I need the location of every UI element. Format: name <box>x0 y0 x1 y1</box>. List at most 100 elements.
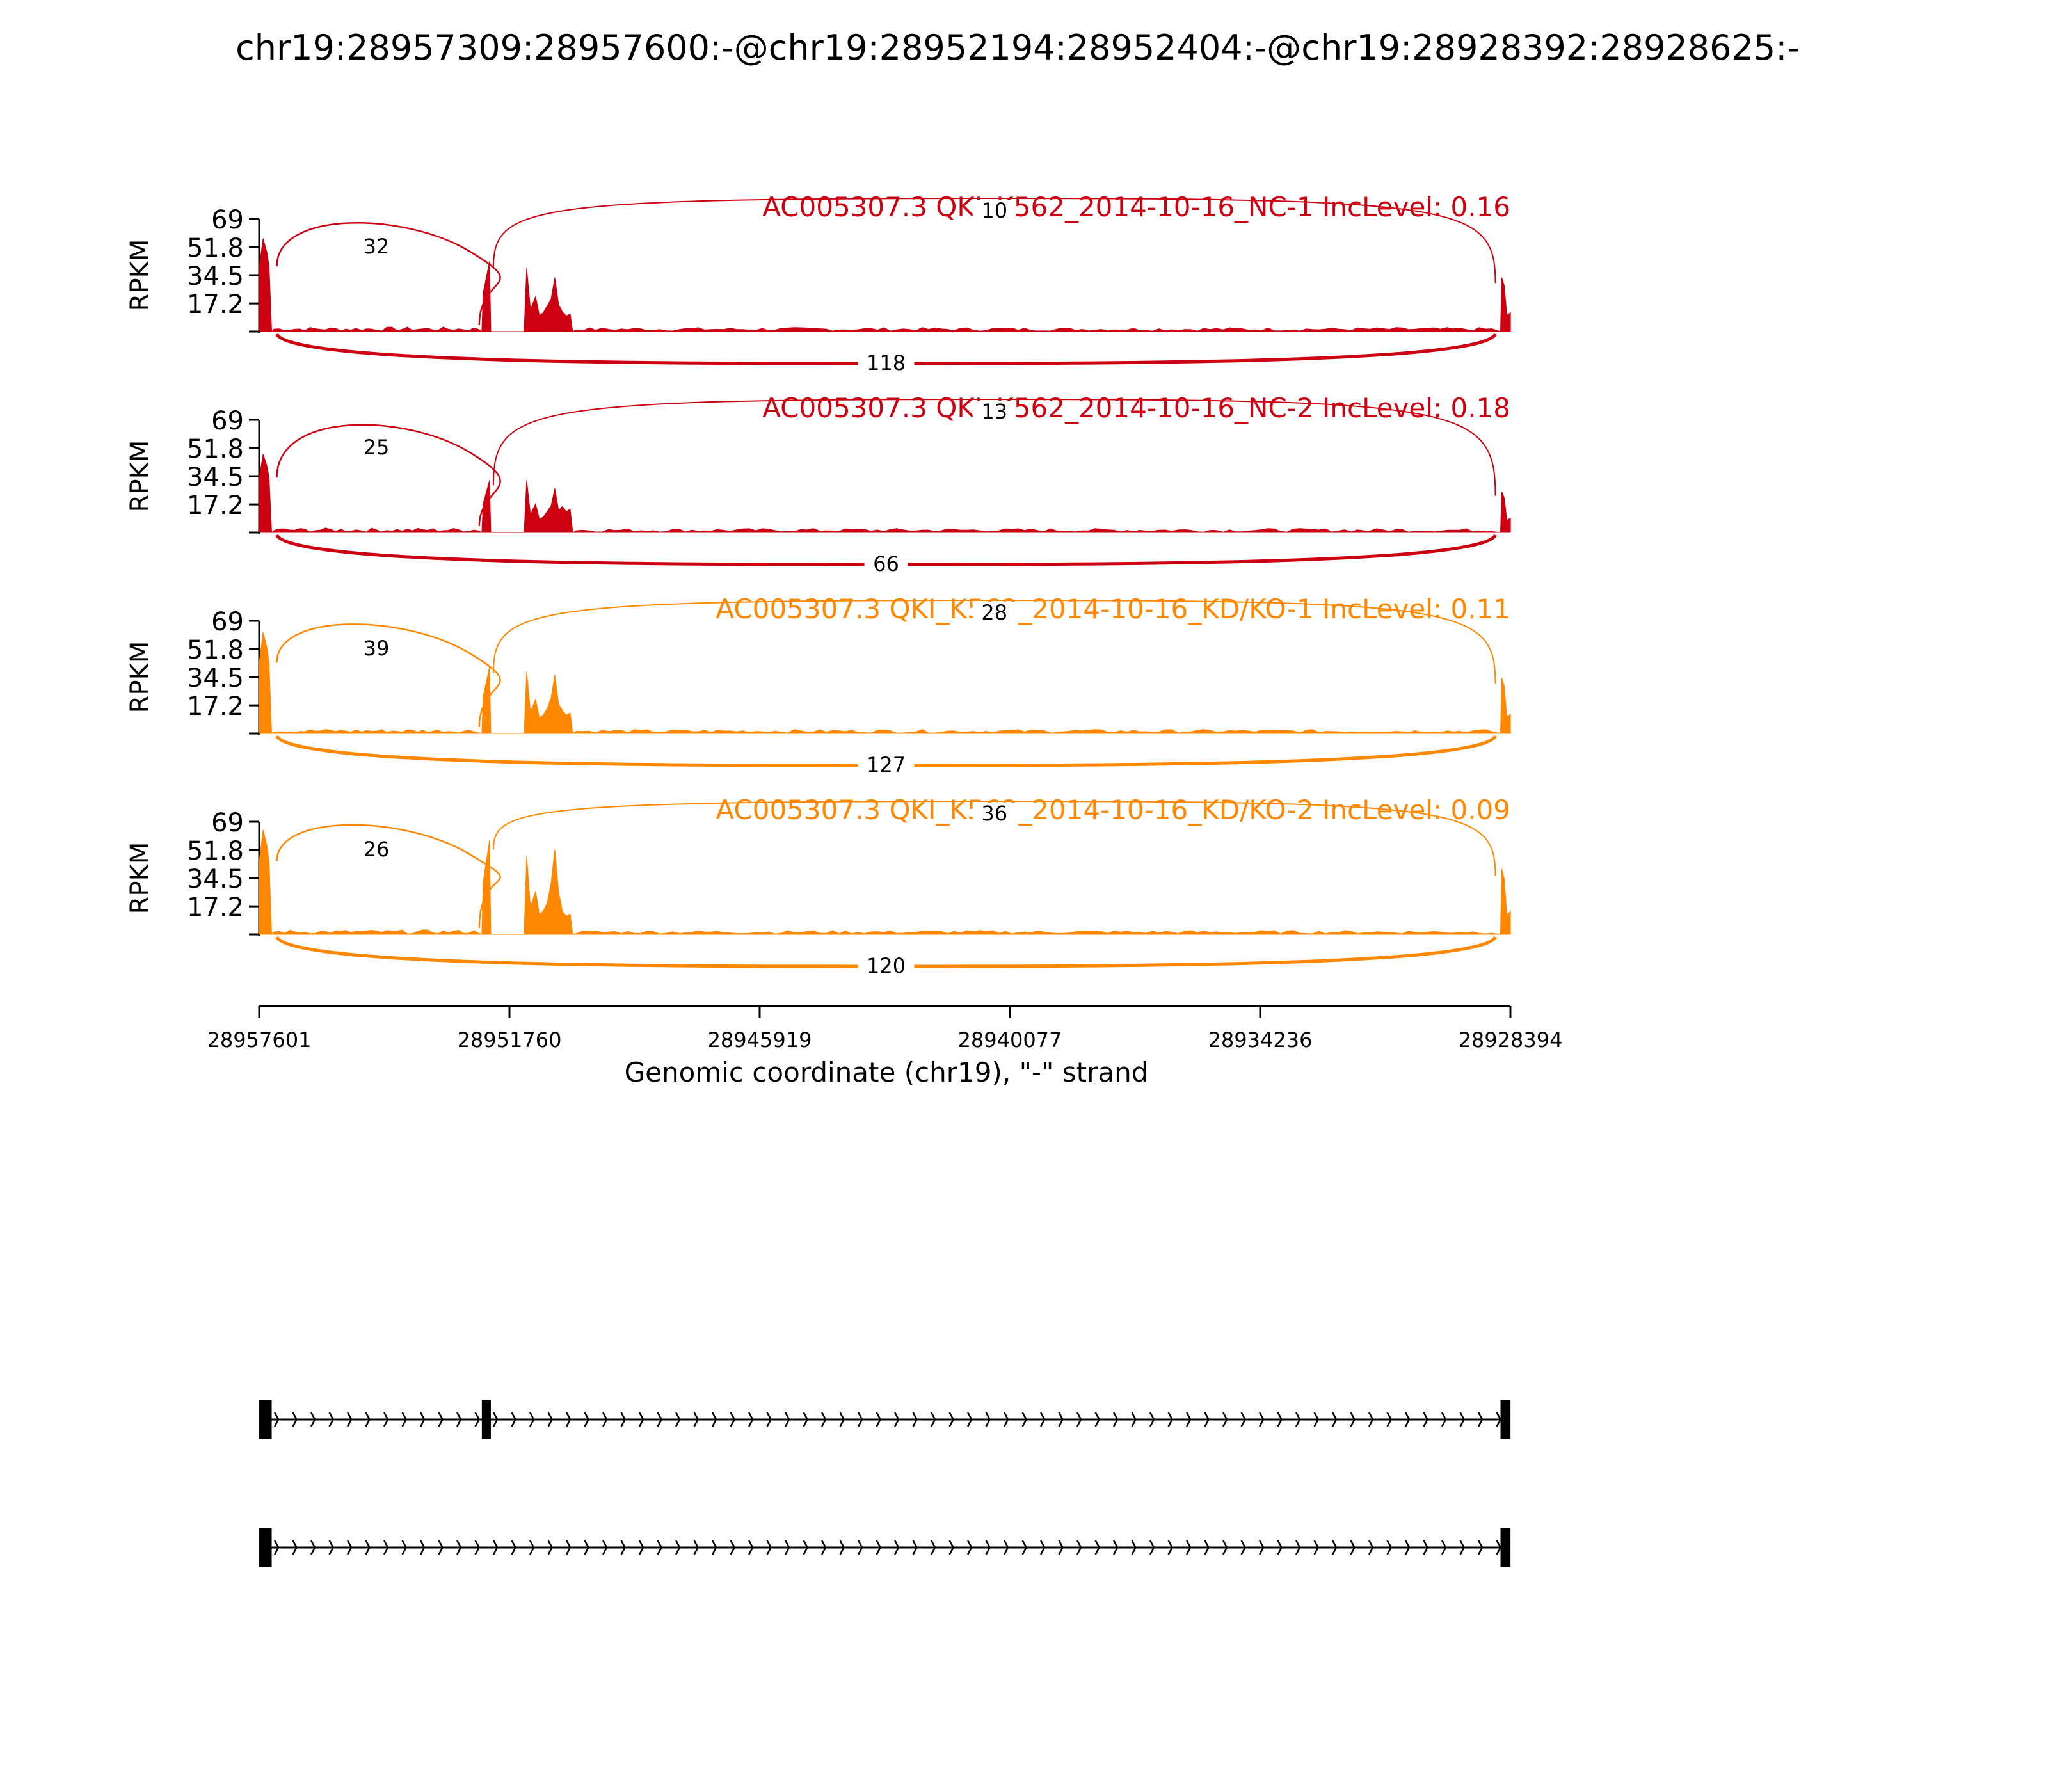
strand-arrow <box>401 1412 407 1427</box>
strand-arrow <box>292 1540 298 1555</box>
isoform-1 <box>259 1400 1511 1439</box>
strand-arrow <box>620 1540 626 1555</box>
y-tick-label: 17.2 <box>187 491 244 520</box>
strand-arrow <box>511 1412 516 1427</box>
exon-block <box>1500 1400 1511 1439</box>
strand-arrow <box>1204 1412 1210 1427</box>
strand-arrow <box>1295 1412 1301 1427</box>
y-axis-label: RPKM <box>125 239 155 312</box>
exon-block <box>259 1528 272 1567</box>
y-tick-label: 34.5 <box>187 463 244 492</box>
strand-arrow <box>730 1412 735 1427</box>
strand-arrow <box>1423 1540 1428 1555</box>
junction-arc-exon2-exon3 <box>492 398 1496 496</box>
strand-arrow <box>401 1540 407 1555</box>
coverage-area <box>259 829 1511 936</box>
strand-arrow <box>328 1540 334 1555</box>
strand-arrow <box>383 1412 389 1427</box>
strand-arrow <box>547 1540 553 1555</box>
strand-arrow <box>985 1540 991 1555</box>
strand-arrow <box>803 1412 808 1427</box>
strand-arrow <box>273 1540 280 1555</box>
strand-arrow <box>602 1412 608 1427</box>
strand-arrow <box>748 1412 754 1427</box>
figure-title: chr19:28957309:28957600:-@chr19:28952194… <box>236 28 1800 68</box>
strand-arrow <box>565 1540 572 1555</box>
junction-count-exon1-exon2: 25 <box>364 435 390 460</box>
strand-arrow <box>930 1540 936 1555</box>
coverage-panel-4: 17.234.551.869 RPKM AC005307.3 QKI_K562_20… <box>125 794 1511 980</box>
strand-arrow <box>1441 1412 1447 1427</box>
junction-count-exon1-exon3: 66 <box>873 552 899 576</box>
junction-count-bg <box>858 352 915 378</box>
strand-arrow <box>346 1540 353 1555</box>
strand-arrow <box>456 1412 462 1427</box>
strand-arrow <box>602 1540 608 1555</box>
coverage-area <box>259 454 1511 534</box>
junction-count-bg <box>355 236 398 261</box>
strand-arrow <box>876 1540 881 1555</box>
strand-arrow <box>1331 1540 1338 1555</box>
x-tick-label: 28940077 <box>958 1028 1062 1052</box>
strand-arrow <box>547 1412 553 1427</box>
strand-arrow <box>1076 1540 1082 1555</box>
strand-arrow <box>820 1540 827 1555</box>
junction-count-bg <box>858 754 915 780</box>
strand-arrow <box>1094 1540 1100 1555</box>
junction-count-bg <box>864 553 908 579</box>
strand-arrow <box>839 1412 845 1427</box>
junction-count-exon1-exon2: 39 <box>364 636 390 660</box>
strand-arrow <box>1313 1540 1319 1555</box>
strand-arrow <box>711 1540 717 1555</box>
junction-count-bg <box>972 602 1016 627</box>
y-axis-label: RPKM <box>125 440 155 513</box>
y-tick-label: 34.5 <box>187 262 244 291</box>
coverage-area <box>259 632 1511 734</box>
strand-arrow <box>273 1412 280 1427</box>
strand-arrow <box>584 1540 589 1555</box>
x-tick-label: 28957601 <box>207 1028 312 1052</box>
strand-arrow <box>474 1540 480 1555</box>
strand-arrow <box>1459 1540 1465 1555</box>
strand-arrow <box>820 1412 827 1427</box>
strand-arrow <box>1404 1412 1411 1427</box>
junction-count-exon2-exon3: 36 <box>981 801 1007 826</box>
strand-arrow <box>456 1540 462 1555</box>
strand-arrow <box>292 1412 298 1427</box>
junction-arc-exon2-exon3 <box>492 800 1496 876</box>
strand-arrow <box>730 1540 735 1555</box>
junction-count-bg <box>355 436 398 462</box>
exon-block <box>481 1400 491 1439</box>
junction-count-exon2-exon3: 13 <box>981 399 1007 424</box>
strand-arrow <box>1368 1412 1374 1427</box>
strand-arrow <box>1368 1540 1374 1555</box>
junction-count-bg <box>355 637 398 663</box>
strand-arrow <box>1076 1412 1082 1427</box>
strand-arrow <box>365 1412 371 1427</box>
strand-arrow <box>438 1540 444 1555</box>
strand-arrow <box>529 1412 535 1427</box>
strand-arrow <box>1386 1412 1392 1427</box>
exon-block <box>1500 1528 1511 1567</box>
x-tick-label: 28928394 <box>1459 1028 1563 1052</box>
y-axis-label: RPKM <box>125 641 155 714</box>
exon-block <box>259 1400 272 1439</box>
strand-arrow <box>693 1412 699 1427</box>
junction-arc-exon2-exon3 <box>492 599 1496 684</box>
x-axis-label: Genomic coordinate (chr19), "-" strand <box>625 1057 1149 1088</box>
strand-arrow <box>492 1412 499 1427</box>
y-tick-label: 69 <box>211 205 244 235</box>
y-tick-label: 51.8 <box>187 435 244 464</box>
sample-label: AC005307.3 QKI_K562_2014-10-16_NC-2 IncL… <box>762 392 1510 424</box>
strand-arrow <box>1021 1412 1027 1427</box>
strand-arrow <box>748 1540 754 1555</box>
isoform-track <box>259 1400 1511 1567</box>
strand-arrow <box>766 1412 772 1427</box>
strand-arrow <box>1185 1412 1192 1427</box>
junction-count-bg <box>972 200 1016 225</box>
junction-count-bg <box>858 955 915 980</box>
y-tick-label: 34.5 <box>187 865 244 894</box>
junction-count-exon2-exon3: 28 <box>981 600 1007 625</box>
strand-arrow <box>1386 1540 1392 1555</box>
strand-arrow <box>584 1412 589 1427</box>
